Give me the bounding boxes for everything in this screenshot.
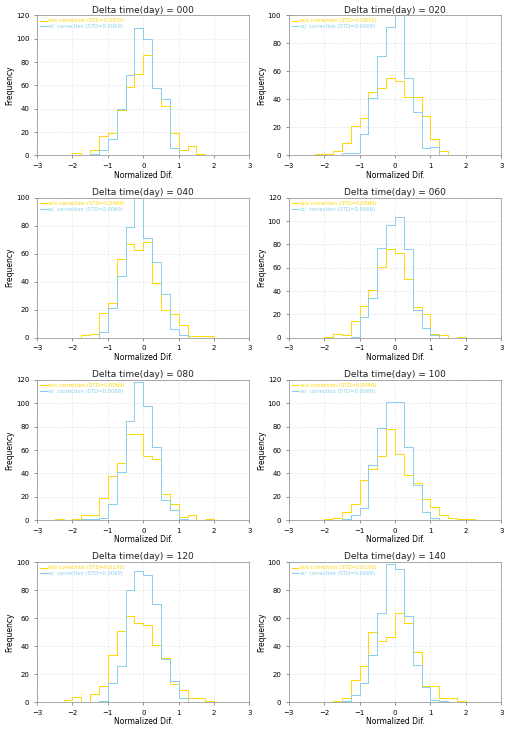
Y-axis label: Frequency: Frequency: [6, 66, 15, 105]
Y-axis label: Frequency: Frequency: [257, 66, 266, 105]
X-axis label: Normalized Dif.: Normalized Dif.: [365, 717, 425, 726]
Title: Delta time(day) = 060: Delta time(day) = 060: [344, 188, 446, 197]
Legend: w/o correction (STD=0.0170), w/  correction (STD=0.0069): w/o correction (STD=0.0170), w/ correcti…: [292, 565, 377, 577]
Legend: w/o correction (STD=0.0069), w/  correction (STD=0.0069): w/o correction (STD=0.0069), w/ correcti…: [40, 201, 125, 212]
Title: Delta time(day) = 040: Delta time(day) = 040: [93, 188, 194, 197]
Title: Delta time(day) = 100: Delta time(day) = 100: [344, 370, 446, 379]
X-axis label: Normalized Dif.: Normalized Dif.: [114, 353, 173, 362]
Title: Delta time(day) = 020: Delta time(day) = 020: [344, 6, 446, 15]
Title: Delta time(day) = 120: Delta time(day) = 120: [93, 553, 194, 561]
Legend: w/o correction (STD=0.0170), w/  correction (STD=0.0069): w/o correction (STD=0.0170), w/ correcti…: [40, 565, 125, 577]
X-axis label: Normalized Dif.: Normalized Dif.: [365, 353, 425, 362]
Y-axis label: Frequency: Frequency: [6, 430, 15, 470]
Y-axis label: Frequency: Frequency: [257, 613, 266, 652]
Title: Delta time(day) = 000: Delta time(day) = 000: [92, 6, 194, 15]
Y-axis label: Frequency: Frequency: [257, 248, 266, 288]
Y-axis label: Frequency: Frequency: [6, 248, 15, 288]
Legend: w/o correction (STD=0.0069), w/  correction (STD=0.0069): w/o correction (STD=0.0069), w/ correcti…: [292, 383, 377, 395]
X-axis label: Normalized Dif.: Normalized Dif.: [114, 535, 173, 544]
X-axis label: Normalized Dif.: Normalized Dif.: [114, 717, 173, 726]
Y-axis label: Frequency: Frequency: [6, 613, 15, 652]
Title: Delta time(day) = 080: Delta time(day) = 080: [92, 370, 194, 379]
Legend: w/o correction (STD=0.0870), w/  correction (STD=0.0069): w/o correction (STD=0.0870), w/ correcti…: [40, 18, 125, 30]
Y-axis label: Frequency: Frequency: [257, 430, 266, 470]
X-axis label: Normalized Dif.: Normalized Dif.: [365, 535, 425, 544]
Legend: w/o correction (STD=0.0069), w/  correction (STD=0.0069): w/o correction (STD=0.0069), w/ correcti…: [292, 201, 377, 212]
X-axis label: Normalized Dif.: Normalized Dif.: [114, 171, 173, 179]
Legend: w/o correction (STD=0.0870), w/  correction (STD=0.0069): w/o correction (STD=0.0870), w/ correcti…: [292, 18, 377, 30]
X-axis label: Normalized Dif.: Normalized Dif.: [365, 171, 425, 179]
Legend: w/o correction (STD=0.0069), w/  correction (STD=0.0069): w/o correction (STD=0.0069), w/ correcti…: [40, 383, 125, 395]
Title: Delta time(day) = 140: Delta time(day) = 140: [344, 553, 446, 561]
